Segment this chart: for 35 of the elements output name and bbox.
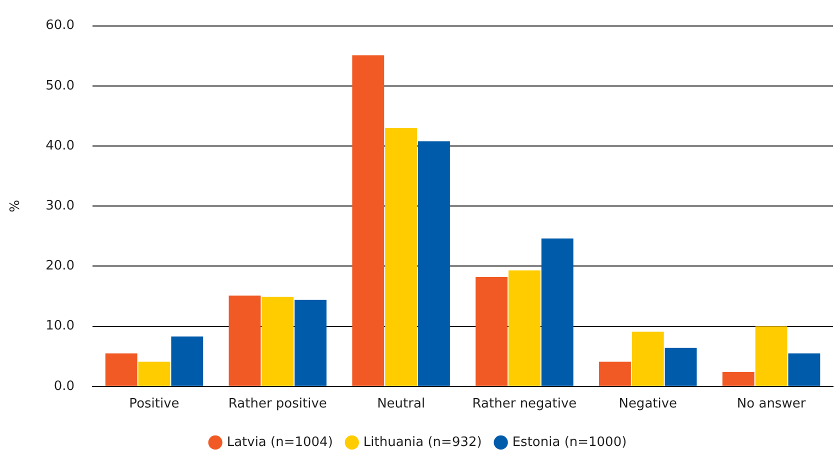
y-tick-label: 0.0	[54, 378, 75, 394]
bar	[541, 238, 574, 386]
bar	[385, 128, 418, 386]
legend-label: Estonia (n=1000)	[512, 434, 627, 450]
bar	[138, 362, 170, 386]
bar	[418, 141, 450, 386]
x-tick-label: Positive	[129, 396, 180, 412]
x-tick-label: Negative	[618, 396, 678, 412]
bar	[105, 353, 138, 386]
x-tick-label: Rather positive	[228, 396, 327, 412]
x-tick-label: Rather negative	[472, 396, 577, 412]
y-tick-label: 60.0	[46, 18, 75, 34]
y-tick-label: 50.0	[46, 78, 75, 94]
bar	[632, 332, 664, 386]
bar	[352, 55, 384, 386]
y-axis-title: %	[8, 200, 24, 212]
legend-label: Lithuania (n=932)	[363, 434, 482, 450]
bar	[294, 300, 327, 386]
bar	[508, 270, 540, 386]
y-tick-label: 20.0	[46, 258, 75, 274]
y-tick-label: 40.0	[46, 138, 75, 154]
bar	[599, 362, 631, 386]
bar	[722, 372, 754, 386]
bar	[664, 348, 697, 386]
bar	[228, 296, 261, 386]
legend-label: Latvia (n=1004)	[226, 434, 333, 450]
y-tick-label: 10.0	[46, 318, 75, 334]
y-tick-label: 30.0	[46, 198, 75, 214]
bar	[755, 326, 788, 386]
bar	[476, 277, 508, 386]
x-tick-label: Neutral	[377, 396, 426, 412]
x-tick-label: No answer	[736, 396, 806, 412]
bar	[171, 336, 204, 386]
bar	[788, 353, 820, 386]
bar	[262, 296, 294, 386]
